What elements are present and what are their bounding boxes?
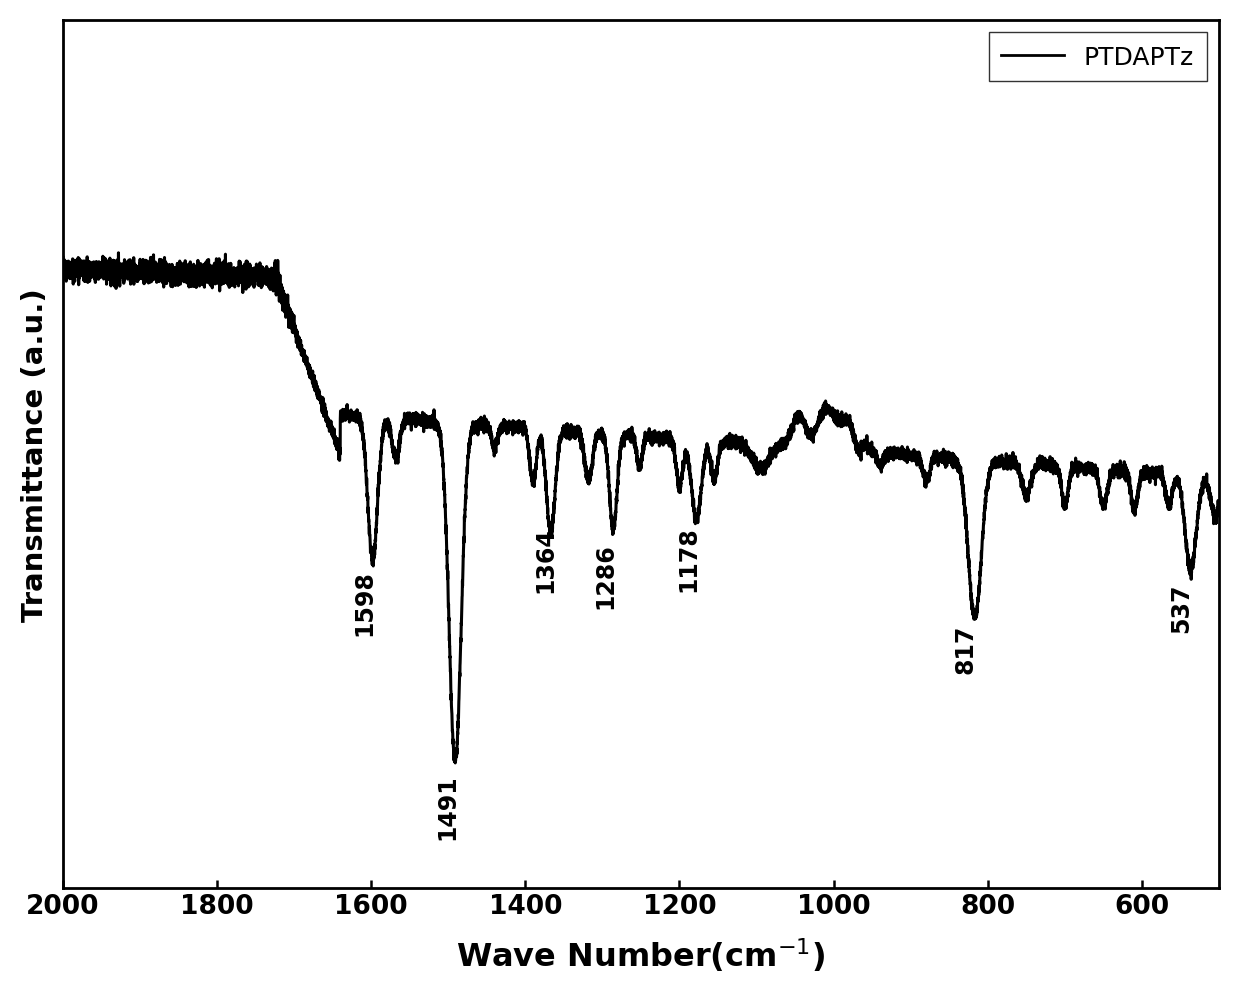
Text: 537: 537 (1169, 582, 1193, 632)
Text: 1364: 1364 (533, 526, 557, 591)
Text: 1178: 1178 (676, 526, 701, 591)
Text: 817: 817 (954, 624, 977, 674)
Text: 1598: 1598 (352, 570, 377, 635)
Text: 1491: 1491 (435, 773, 459, 839)
Text: 1286: 1286 (593, 543, 618, 608)
Legend: PTDAPTz: PTDAPTz (990, 34, 1207, 83)
X-axis label: Wave Number(cm$^{-1}$): Wave Number(cm$^{-1}$) (456, 935, 826, 973)
Y-axis label: Transmittance (a.u.): Transmittance (a.u.) (21, 287, 48, 621)
